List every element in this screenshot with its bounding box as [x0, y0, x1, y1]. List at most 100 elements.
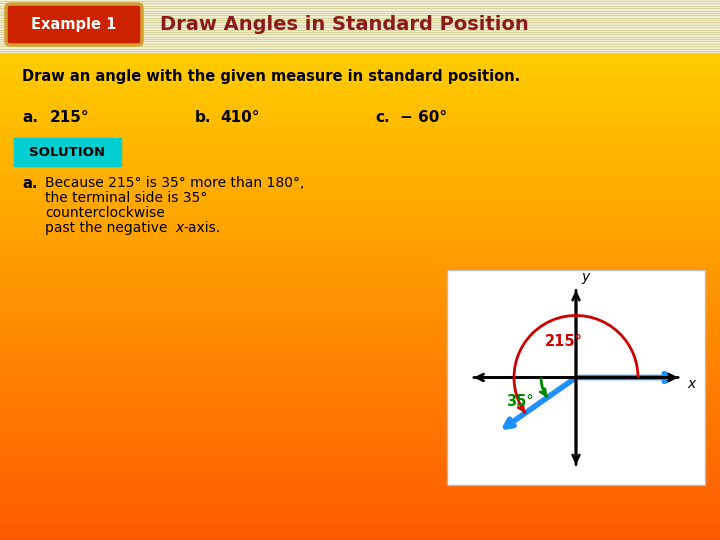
- Bar: [0, 24, 720, 27]
- Bar: [0, 235, 720, 238]
- Bar: [0, 154, 720, 157]
- Bar: [0, 402, 720, 405]
- Bar: [0, 65, 720, 68]
- Bar: [0, 86, 720, 89]
- Bar: [0, 84, 720, 86]
- Text: -axis.: -axis.: [183, 221, 220, 235]
- Bar: [0, 489, 720, 491]
- Bar: [0, 481, 720, 483]
- Bar: [0, 22, 720, 24]
- Bar: [0, 59, 720, 62]
- Bar: [0, 113, 720, 116]
- Bar: [0, 70, 720, 73]
- Bar: [0, 138, 720, 140]
- Bar: [0, 165, 720, 167]
- Bar: [0, 148, 720, 151]
- Bar: [0, 410, 720, 413]
- FancyBboxPatch shape: [14, 138, 121, 166]
- Bar: [0, 370, 720, 373]
- Bar: [0, 483, 720, 486]
- Bar: [0, 159, 720, 162]
- Bar: [0, 135, 720, 138]
- Text: a.: a.: [22, 176, 37, 191]
- Text: 410°: 410°: [220, 111, 259, 125]
- Bar: [0, 513, 720, 516]
- Bar: [0, 529, 720, 532]
- Bar: [0, 292, 720, 294]
- Bar: [0, 94, 720, 97]
- Bar: [0, 105, 720, 108]
- Text: Example 1: Example 1: [31, 17, 117, 31]
- Bar: [0, 221, 720, 224]
- Bar: [0, 14, 720, 16]
- Bar: [0, 297, 720, 300]
- Bar: [0, 181, 720, 184]
- Bar: [0, 324, 720, 327]
- Bar: [0, 392, 720, 394]
- Bar: [0, 405, 720, 408]
- Bar: [0, 383, 720, 386]
- Bar: [0, 537, 720, 540]
- Bar: [0, 356, 720, 359]
- Bar: [0, 351, 720, 354]
- Bar: [0, 119, 720, 122]
- Bar: [0, 448, 720, 451]
- Bar: [0, 16, 720, 19]
- Bar: [0, 122, 720, 124]
- Bar: [0, 456, 720, 459]
- Bar: [0, 197, 720, 200]
- Bar: [0, 427, 720, 429]
- Bar: [0, 254, 720, 256]
- Text: Draw an angle with the given measure in standard position.: Draw an angle with the given measure in …: [22, 70, 521, 84]
- Bar: [0, 73, 720, 76]
- Bar: [0, 400, 720, 402]
- Bar: [0, 49, 720, 51]
- Bar: [0, 173, 720, 176]
- Bar: [0, 305, 720, 308]
- Text: the terminal side is 35°: the terminal side is 35°: [45, 191, 207, 205]
- Text: − 60°: − 60°: [400, 111, 447, 125]
- Bar: [0, 127, 720, 130]
- Bar: [0, 76, 720, 78]
- Bar: [0, 46, 720, 49]
- Bar: [0, 508, 720, 510]
- Bar: [0, 194, 720, 197]
- Text: Because 215° is 35° more than 180°,: Because 215° is 35° more than 180°,: [45, 176, 305, 190]
- Text: 35°: 35°: [506, 394, 534, 409]
- Bar: [0, 302, 720, 305]
- Bar: [0, 491, 720, 494]
- Bar: [0, 227, 720, 229]
- Bar: [0, 278, 720, 281]
- Bar: [0, 294, 720, 297]
- Bar: [0, 375, 720, 378]
- Bar: [0, 143, 720, 146]
- Bar: [0, 146, 720, 148]
- Bar: [0, 38, 720, 40]
- Bar: [0, 343, 720, 346]
- Bar: [0, 40, 720, 43]
- Bar: [0, 308, 720, 310]
- Bar: [0, 259, 720, 262]
- Bar: [0, 521, 720, 524]
- Bar: [0, 211, 720, 213]
- Bar: [0, 364, 720, 367]
- Bar: [0, 270, 720, 273]
- Bar: [0, 43, 720, 46]
- Bar: [0, 68, 720, 70]
- Bar: [0, 100, 720, 103]
- Bar: [0, 327, 720, 329]
- Bar: [0, 516, 720, 518]
- Bar: [0, 251, 720, 254]
- Bar: [0, 472, 720, 475]
- Bar: [0, 286, 720, 289]
- Bar: [0, 151, 720, 154]
- Bar: [0, 418, 720, 421]
- Bar: [0, 184, 720, 186]
- Bar: [0, 232, 720, 235]
- Text: y: y: [581, 269, 589, 284]
- Bar: [0, 216, 720, 219]
- Bar: [0, 289, 720, 292]
- Text: Draw Angles in Standard Position: Draw Angles in Standard Position: [160, 15, 528, 33]
- Bar: [0, 11, 720, 14]
- Bar: [0, 205, 720, 208]
